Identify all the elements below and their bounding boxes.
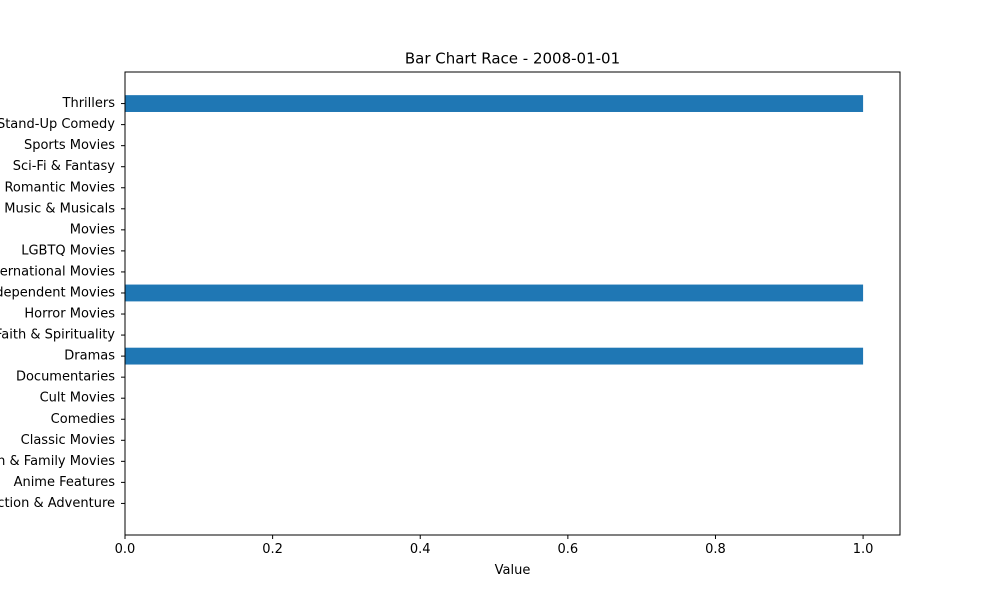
plot-frame [124,71,901,536]
y-tick-label: International Movies [0,264,115,279]
y-tick-label: Cult Movies [40,391,116,406]
y-tick-label: Stand-Up Comedy [0,117,115,132]
x-tick-label: 0.8 [705,542,726,557]
y-tick-label: Music & Musicals [4,201,115,216]
y-tick-label: Dramas [64,349,115,364]
bar-10 [125,284,864,302]
bar-7 [125,347,864,365]
x-tick-label: 0.6 [558,542,579,557]
y-tick-label: Horror Movies [24,307,115,322]
y-tick-label: Classic Movies [21,433,116,448]
y-tick-label: Comedies [51,412,116,427]
x-axis-label: Value [495,563,531,578]
y-axis: Action & Adventure Anime Features Children… [0,96,125,511]
bars-group [125,95,864,365]
y-tick-label: Independent Movies [0,285,115,300]
y-tick-label: Anime Features [14,475,116,490]
y-tick-label: Action & Adventure [0,496,115,511]
y-tick-label: Sci-Fi & Fantasy [13,159,116,174]
y-tick-label: Thrillers [62,96,116,111]
y-tick-label: Documentaries [16,370,115,385]
x-tick-label: 0.2 [262,542,283,557]
y-tick-label: LGBTQ Movies [21,243,115,258]
y-tick-label: Faith & Spirituality [0,328,115,343]
x-axis: 0.0 0.2 0.4 0.6 0.8 1.0 [115,535,874,557]
y-tick-label: Children & Family Movies [0,454,115,469]
bar-19 [125,95,864,112]
y-tick-label: Romantic Movies [4,180,115,195]
x-tick-label: 0.0 [115,542,136,557]
x-tick-label: 0.4 [410,542,431,557]
x-tick-label: 1.0 [853,542,874,557]
y-tick-label: Sports Movies [24,138,115,153]
y-tick-label: Movies [70,222,115,237]
chart-title: Bar Chart Race - 2008-01-01 [405,50,620,68]
